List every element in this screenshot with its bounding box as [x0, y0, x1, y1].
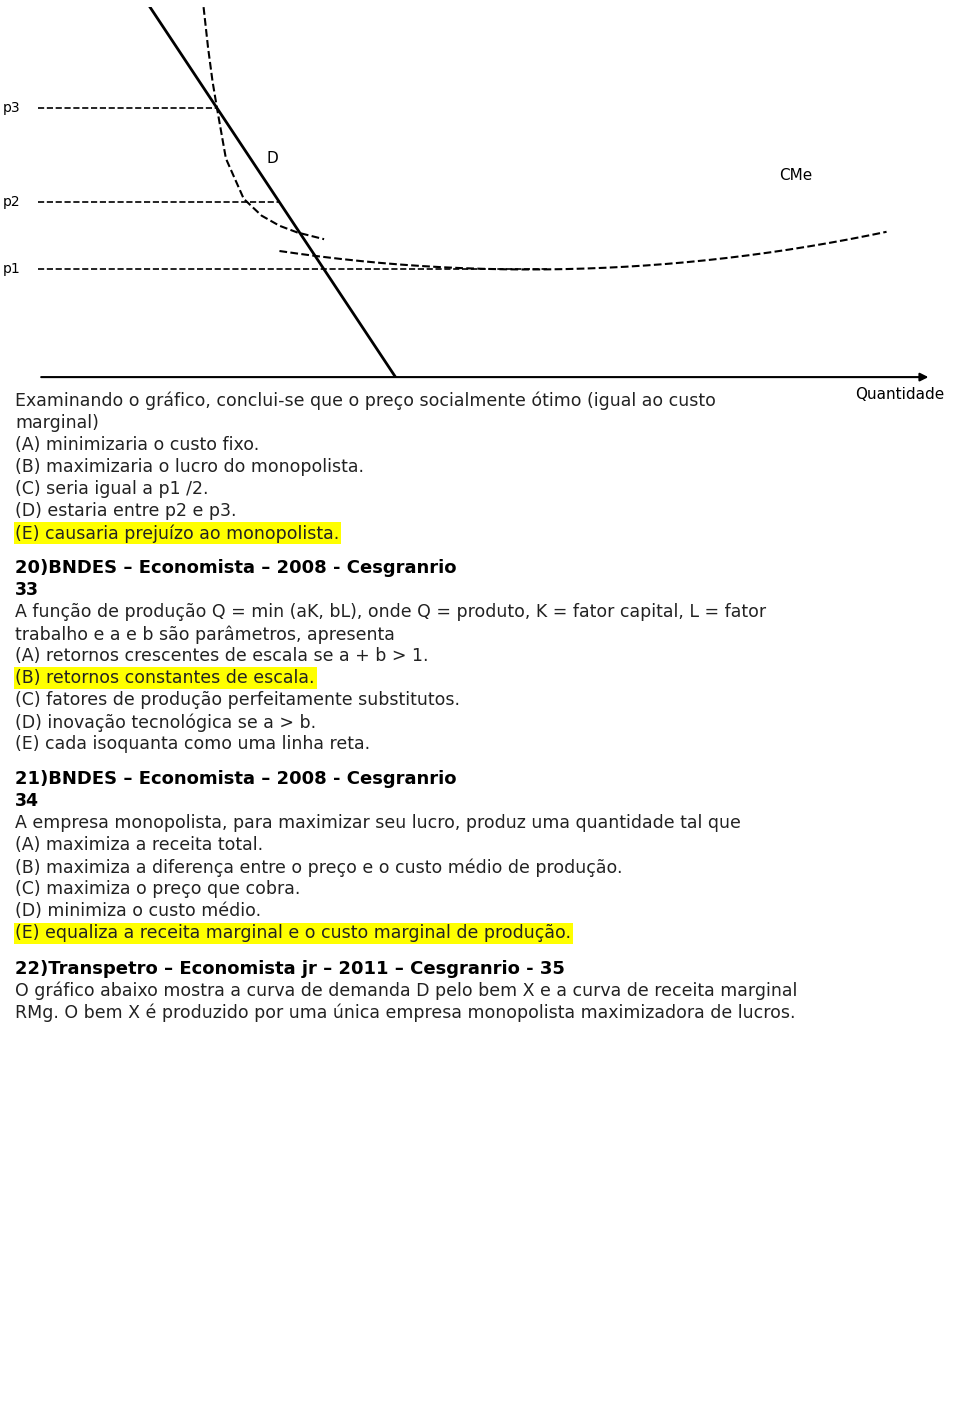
Text: (C) maximiza o preço que cobra.: (C) maximiza o preço que cobra.	[15, 881, 300, 898]
Text: Examinando o gráfico, conclui-se que o preço socialmente ótimo (igual ao custo: Examinando o gráfico, conclui-se que o p…	[15, 391, 716, 410]
Text: 21)BNDES – Economista – 2008 - Cesgranrio: 21)BNDES – Economista – 2008 - Cesgranri…	[15, 770, 457, 788]
Text: A função de produção Q = min (aK, bL), onde Q = produto, K = fator capital, L = : A função de produção Q = min (aK, bL), o…	[15, 603, 766, 622]
Text: RMg. O bem X é produzido por uma única empresa monopolista maximizadora de lucro: RMg. O bem X é produzido por uma única e…	[15, 1003, 796, 1022]
Text: Quantidade: Quantidade	[855, 387, 945, 403]
Text: p1: p1	[3, 262, 20, 276]
Text: 33: 33	[15, 581, 39, 599]
Text: (C) fatores de produção perfeitamente substitutos.: (C) fatores de produção perfeitamente su…	[15, 692, 461, 709]
Text: (B) retornos constantes de escala.: (B) retornos constantes de escala.	[15, 669, 315, 687]
Text: (A) minimizaria o custo fixo.: (A) minimizaria o custo fixo.	[15, 435, 259, 454]
Text: (B) maximiza a diferença entre o preço e o custo médio de produção.: (B) maximiza a diferença entre o preço e…	[15, 858, 623, 877]
Text: 34: 34	[15, 793, 39, 811]
Text: 22)Transpetro – Economista jr – 2011 – Cesgranrio - 35: 22)Transpetro – Economista jr – 2011 – C…	[15, 959, 565, 978]
Text: (E) cada isoquanta como uma linha reta.: (E) cada isoquanta como uma linha reta.	[15, 736, 371, 753]
Text: D: D	[266, 151, 277, 166]
Text: (D) inovação tecnológica se a > b.: (D) inovação tecnológica se a > b.	[15, 713, 317, 731]
Text: CMe: CMe	[780, 168, 813, 182]
Text: 20)BNDES – Economista – 2008 - Cesgranrio: 20)BNDES – Economista – 2008 - Cesgranri…	[15, 559, 457, 578]
Text: (A) maximiza a receita total.: (A) maximiza a receita total.	[15, 837, 263, 854]
Text: trabalho e a e b são parâmetros, apresenta: trabalho e a e b são parâmetros, apresen…	[15, 625, 396, 643]
Text: (B) maximizaria o lucro do monopolista.: (B) maximizaria o lucro do monopolista.	[15, 458, 365, 477]
Text: (D) minimiza o custo médio.: (D) minimiza o custo médio.	[15, 902, 261, 921]
Text: A empresa monopolista, para maximizar seu lucro, produz uma quantidade tal que: A empresa monopolista, para maximizar se…	[15, 814, 741, 832]
Text: marginal): marginal)	[15, 414, 99, 433]
Text: p3: p3	[3, 101, 20, 115]
Text: p2: p2	[3, 195, 20, 209]
Text: (C) seria igual a p1 /2.: (C) seria igual a p1 /2.	[15, 480, 209, 498]
Text: (E) equaliza a receita marginal e o custo marginal de produção.: (E) equaliza a receita marginal e o cust…	[15, 925, 571, 942]
Text: O gráfico abaixo mostra a curva de demanda D pelo bem X e a curva de receita mar: O gráfico abaixo mostra a curva de deman…	[15, 982, 798, 1000]
Text: (D) estaria entre p2 e p3.: (D) estaria entre p2 e p3.	[15, 502, 237, 519]
Text: (E) causaria prejuízo ao monopolista.: (E) causaria prejuízo ao monopolista.	[15, 524, 340, 542]
Text: (A) retornos crescentes de escala se a + b > 1.: (A) retornos crescentes de escala se a +…	[15, 647, 429, 665]
